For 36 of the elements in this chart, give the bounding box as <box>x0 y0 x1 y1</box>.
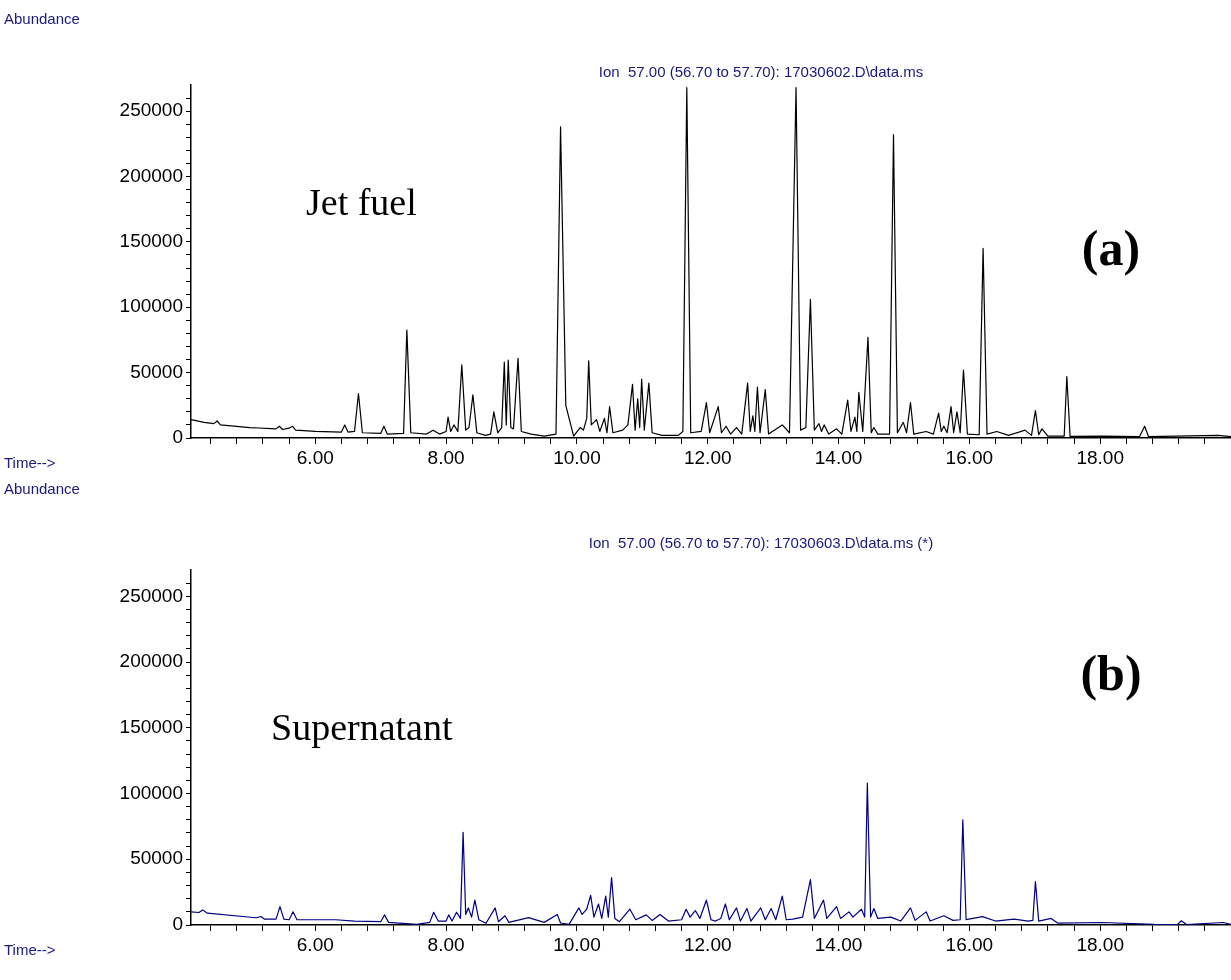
x-tick-label: 14.00 <box>814 933 863 955</box>
chart-title: Ion 57.00 (56.70 to 57.70): 17030603.D\data.ms (*) <box>588 534 934 551</box>
y-tick-label: 150000 <box>119 230 183 252</box>
y-tick-label: 0 <box>172 913 183 935</box>
y-tick-label: 250000 <box>119 584 183 606</box>
y-tick-label: 0 <box>172 426 183 448</box>
y-axis-title: Abundance <box>4 10 80 27</box>
x-tick-label: 12.00 <box>683 446 732 468</box>
y-tick-label: 250000 <box>119 99 183 121</box>
x-tick-label: 8.00 <box>427 446 465 468</box>
y-tick-label: 50000 <box>130 847 183 869</box>
y-tick-label: 100000 <box>119 295 183 317</box>
y-tick-label: 200000 <box>119 164 183 186</box>
y-tick-label: 200000 <box>119 650 183 672</box>
x-tick-label: 10.00 <box>553 933 601 955</box>
y-tick-label: 150000 <box>119 716 183 738</box>
x-axis-title: Time--> <box>4 941 56 958</box>
x-tick-label: 6.00 <box>296 933 334 955</box>
x-tick-label: 18.00 <box>1076 933 1124 955</box>
x-tick-label: 10.00 <box>553 446 601 468</box>
chart-title: Ion 57.00 (56.70 to 57.70): 17030602.D\data.ms <box>598 63 924 80</box>
x-axis-title: Time--> <box>4 454 56 471</box>
y-tick-label: 100000 <box>119 781 183 803</box>
annotation: (b) <box>1080 645 1142 701</box>
annotation: Jet fuel <box>306 181 417 223</box>
x-tick-label: 6.00 <box>296 446 334 468</box>
x-tick-label: 16.00 <box>945 446 994 468</box>
x-tick-label: 12.00 <box>683 933 732 955</box>
x-tick-label: 14.00 <box>814 446 863 468</box>
annotation: Supernatant <box>271 706 453 748</box>
x-tick-label: 8.00 <box>427 933 465 955</box>
annotation: (a) <box>1081 220 1141 276</box>
y-axis-title: Abundance <box>4 480 80 497</box>
y-tick-label: 50000 <box>130 360 183 382</box>
x-tick-label: 18.00 <box>1076 446 1124 468</box>
x-tick-label: 16.00 <box>945 933 994 955</box>
